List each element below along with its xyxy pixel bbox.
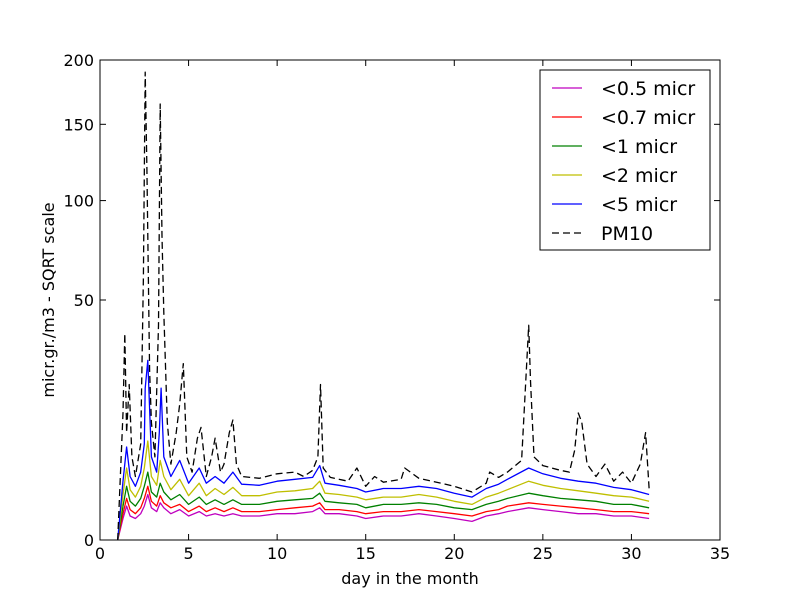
x-tick-label: 15 [356, 544, 376, 563]
series-layer [117, 71, 650, 541]
legend: <0.5 micr <0.7 micr <1 micr <2 micr <5 micr P… [539, 69, 711, 251]
series-line-4 [117, 359, 650, 541]
x-axis-label: day in the month [341, 569, 478, 588]
y-tick-label: 100 [63, 192, 94, 211]
x-tick-label: 35 [710, 544, 730, 563]
y-tick-label: 150 [63, 115, 94, 134]
y-tick-label: 0 [84, 531, 94, 550]
series-line-1 [117, 485, 650, 541]
series-line-5 [117, 71, 650, 541]
x-tick-label: 30 [621, 544, 641, 563]
y-tick-label: 200 [63, 51, 94, 70]
legend-label-3: <2 micr [601, 165, 677, 187]
x-tick-label: 5 [183, 544, 193, 563]
legend-label-4: <5 micr [601, 194, 677, 216]
x-tick-label: 0 [95, 544, 105, 563]
series-line-3 [117, 440, 650, 541]
series-line-0 [117, 493, 650, 541]
y-axis: 0 50 100 150 200 [63, 51, 720, 550]
legend-label-2: <1 micr [601, 136, 677, 158]
x-tick-label: 25 [533, 544, 553, 563]
x-axis: 0 5 10 15 20 25 30 35 [95, 60, 730, 563]
x-tick-label: 20 [444, 544, 464, 563]
y-axis-label: micr.gr./m3 - SQRT scale [39, 202, 58, 397]
legend-label-0: <0.5 micr [601, 78, 695, 100]
y-tick-label: 50 [74, 291, 94, 310]
legend-box [539, 69, 711, 251]
series-line-2 [117, 471, 650, 541]
legend-label-5: PM10 [601, 223, 653, 245]
x-tick-label: 10 [267, 544, 287, 563]
legend-label-1: <0.7 micr [601, 107, 695, 129]
